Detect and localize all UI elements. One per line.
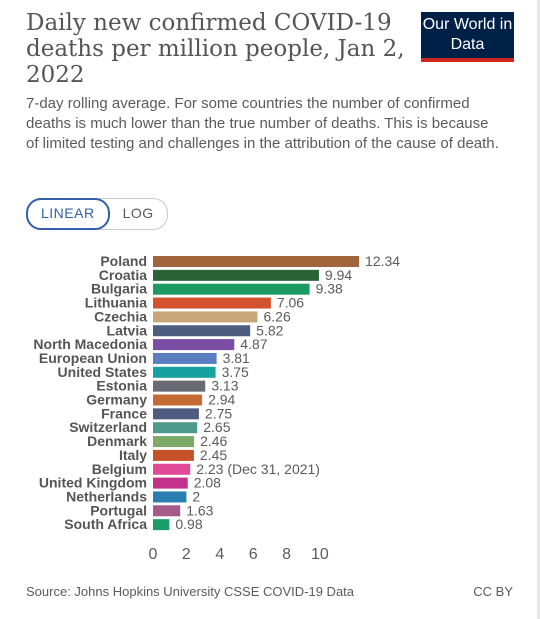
chart-subtitle: 7-day rolling average. For some countrie… [26,95,499,152]
page-border [537,0,540,619]
license-link[interactable]: CC BY [473,584,513,599]
x-tick-label: 6 [249,546,258,563]
category-label: Portugal [90,502,147,518]
category-label: Denmark [87,433,147,449]
category-label: France [101,405,147,421]
category-label: Estonia [96,378,147,394]
category-label: Poland [100,253,147,269]
source-text[interactable]: Source: Johns Hopkins University CSSE CO… [26,584,355,599]
bar [153,519,170,531]
linear-button[interactable]: LINEAR [26,198,110,230]
owid-logo[interactable]: Our World in Data [421,12,514,62]
bar [153,394,203,406]
category-label: Switzerland [69,419,147,435]
value-label: 2 [192,488,200,504]
value-label: 2.46 [200,433,227,449]
bar [153,422,198,434]
category-label: Latvia [107,322,148,338]
x-tick-label: 10 [311,546,329,563]
bar [153,436,195,448]
value-label: 9.94 [325,267,352,283]
bar [153,269,319,281]
value-label: 2.75 [205,405,232,421]
category-label: Germany [86,392,147,408]
bar-chart: Poland 12.34 Croatia 9.94 Bulgaria 9.38 Lithua… [33,253,400,563]
x-tick-label: 8 [282,546,291,563]
value-label: 1.63 [186,502,213,518]
bar [153,311,258,323]
scale-toggle: LINEAR LOG [26,198,168,230]
value-label: 3.81 [223,350,250,366]
bar [153,380,206,392]
value-label: 4.87 [240,336,267,352]
bar [153,256,359,267]
value-label: 5.82 [256,322,283,338]
category-label: United Kingdom [39,475,147,491]
bar [153,408,199,420]
value-label: 2.08 [194,475,221,491]
bar [153,339,235,351]
category-label: Netherlands [66,488,147,504]
category-label: Bulgaria [91,281,147,297]
value-label: 12.34 [365,253,400,269]
value-label: 7.06 [277,295,304,311]
category-label: United States [58,364,148,380]
value-label: 3.75 [222,364,249,380]
bar [153,325,251,337]
value-label: 2.23 (Dec 31, 2021) [196,461,320,477]
category-label: Italy [119,447,147,463]
category-label: Belgium [92,461,147,477]
value-label: 0.98 [175,516,202,532]
x-tick-label: 0 [149,546,158,563]
bar [153,283,310,295]
value-label: 2.65 [203,419,230,435]
bar [153,366,216,378]
log-button[interactable]: LOG [122,205,154,221]
value-label: 2.45 [200,447,227,463]
bar [153,505,181,517]
bar [153,477,188,489]
category-label: Croatia [99,267,147,283]
bar [153,449,194,461]
bar [153,297,271,309]
bar [153,491,187,503]
value-label: 3.13 [211,378,238,394]
category-label: Lithuania [85,295,147,311]
value-label: 6.26 [264,308,291,324]
value-label: 2.94 [208,392,235,408]
chart-title: Daily new confirmed COVID-19 deaths per … [26,10,405,88]
value-label: 9.38 [316,281,343,297]
bar [153,463,191,475]
category-label: European Union [39,350,147,366]
category-label: Czechia [94,308,147,324]
category-label: North Macedonia [33,336,147,352]
category-label: South Africa [64,516,147,532]
bar [153,352,217,364]
x-tick-label: 4 [215,546,224,563]
x-tick-label: 2 [182,546,191,563]
